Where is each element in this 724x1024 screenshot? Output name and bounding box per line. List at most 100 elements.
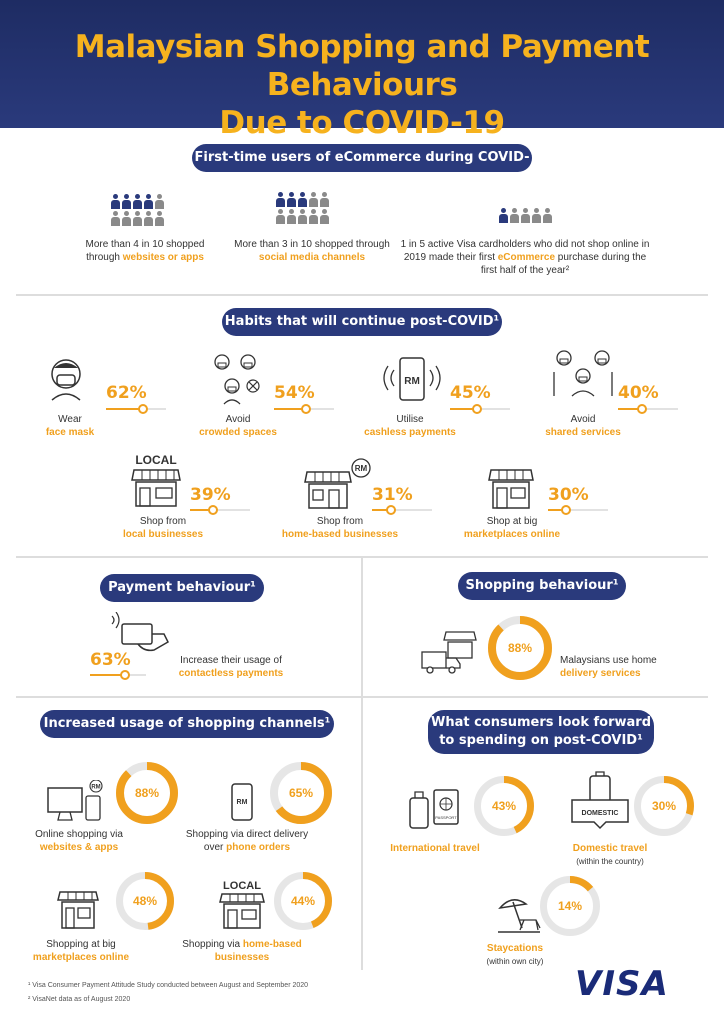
slider-knob <box>637 404 647 414</box>
person-icon <box>520 208 531 223</box>
slider-knob <box>208 505 219 515</box>
divider-3 <box>16 696 708 698</box>
ecommerce-heading: First-time users of eCommerce during COV… <box>192 144 532 193</box>
habit-slider-shared <box>618 404 678 414</box>
channel-ring-phone: 65% <box>270 762 332 824</box>
channel-ring-marketplace-value: 48% <box>132 894 158 908</box>
channel-label-websites: Online shopping via websites & apps <box>35 829 123 853</box>
person-icon <box>132 211 143 226</box>
channel-ring-home-value: 44% <box>290 894 316 908</box>
contactless-card-icon <box>111 612 169 652</box>
habit-percent-home: 31% <box>372 485 413 505</box>
spending-ring-international-value: 43% <box>491 799 517 813</box>
person-icon <box>154 211 165 226</box>
crowd-avoid-icon <box>214 354 260 405</box>
marketplace-shop-icon <box>488 469 534 509</box>
slider-knob <box>472 404 482 414</box>
slider-knob <box>120 670 131 680</box>
habit-slider-crowd <box>274 404 334 414</box>
ecommerce-stat-3: 1 in 5 active Visa cardholders who did n… <box>400 239 650 276</box>
slider-track <box>372 509 432 511</box>
channel-ring-websites-value: 88% <box>134 786 160 800</box>
person-icon <box>154 194 165 209</box>
ring-chart <box>116 872 174 930</box>
ring-fill <box>270 762 332 824</box>
header-banner: Malaysian Shopping and Payment Behaviour… <box>0 0 724 141</box>
person-icon <box>308 192 319 207</box>
slider-knob <box>138 404 149 414</box>
computer-phone-icon: RM <box>47 780 103 821</box>
person-icon <box>121 194 132 209</box>
people-icon-group-2 <box>275 192 330 224</box>
slider-fill <box>90 674 126 676</box>
person-icon <box>297 209 308 224</box>
delivery-truck-shop-icon <box>421 631 477 674</box>
slider-track <box>548 509 608 511</box>
channel-label-phone: Shopping via direct delivery over phone o… <box>185 829 309 853</box>
svg-text:PASSPORT: PASSPORT <box>435 815 457 820</box>
habit-percent-crowd: 54% <box>274 383 315 403</box>
spending-ring-staycation-value: 14% <box>557 899 583 913</box>
habit-slider-local <box>190 505 250 515</box>
face-mask-icon <box>51 359 81 401</box>
channel-label-home: Shopping via home-based businesses <box>182 939 302 963</box>
slider-fill <box>106 408 144 410</box>
spending-ring-domestic: 30% <box>634 776 694 836</box>
habit-percent-local: 39% <box>190 485 231 505</box>
channel-ring-phone-value: 65% <box>288 786 314 800</box>
slider-fill <box>190 509 214 511</box>
spending-label-international: International travel <box>390 843 480 854</box>
habit-label-home: Shop from home-based businesses <box>281 516 399 540</box>
person-icon <box>143 194 154 209</box>
person-icon <box>132 194 143 209</box>
shopping-heading: Shopping behaviour¹ <box>458 572 626 600</box>
ring-chart <box>274 872 332 930</box>
habit-slider-marketplace <box>548 505 608 515</box>
spending-heading: What consumers look forward to spending o… <box>428 710 654 754</box>
person-icon <box>275 192 286 207</box>
channel-ring-websites: 88% <box>116 762 178 824</box>
shopping-ring: 88% <box>488 616 552 680</box>
slider-knob <box>561 505 571 515</box>
slider-fill <box>450 408 477 410</box>
habit-label-cashless: Utilise cashless payments <box>364 414 456 438</box>
person-icon <box>110 194 121 209</box>
phone-order-icon: RM <box>231 783 253 821</box>
domestic-travel-icon: DOMESTIC <box>571 771 629 830</box>
habit-slider-cashless <box>450 404 510 414</box>
home-business-shop-icon: RM <box>304 458 371 509</box>
habit-label-marketplace: Shop at big marketplaces online <box>463 516 561 540</box>
luggage-passport-icon: PASSPORT <box>409 789 459 829</box>
visa-logo: VISA <box>575 964 669 1004</box>
marketplace-shop-icon-2 <box>57 891 99 929</box>
ring-fill <box>116 872 174 930</box>
svg-text:DOMESTIC: DOMESTIC <box>582 810 619 817</box>
person-icon <box>531 208 542 223</box>
ring-chart <box>488 616 552 680</box>
spending-label-domestic: Domestic travel (within the country) <box>572 843 648 866</box>
people-icon-group-1 <box>110 194 165 226</box>
person-icon <box>286 209 297 224</box>
page-title: Malaysian Shopping and Payment Behaviour… <box>74 29 650 141</box>
person-icon <box>110 211 121 226</box>
habit-percent-cashless: 45% <box>450 383 491 403</box>
spending-label-staycation: Staycations (within own city) <box>486 943 544 966</box>
habit-percent-marketplace: 30% <box>548 485 589 505</box>
channel-ring-marketplace: 48% <box>116 872 174 930</box>
ring-fill <box>488 616 552 680</box>
payment-slider <box>90 670 146 680</box>
person-icon <box>121 211 132 226</box>
channel-ring-home: 44% <box>274 872 332 930</box>
habit-label-shared: Avoid shared services <box>545 414 621 438</box>
shopping-ring-value: 88% <box>507 641 533 655</box>
spending-ring-international: 43% <box>474 776 534 836</box>
svg-text:RM: RM <box>91 785 100 791</box>
slider-fill <box>618 408 642 410</box>
divider-2 <box>16 556 708 558</box>
spending-ring-staycation: 14% <box>540 876 600 936</box>
payment-label: Increase their usage of contactless payme… <box>178 655 284 679</box>
person-icon <box>275 209 286 224</box>
person-icon <box>509 208 520 223</box>
slider-fill <box>274 408 307 410</box>
ring-chart <box>474 776 534 836</box>
